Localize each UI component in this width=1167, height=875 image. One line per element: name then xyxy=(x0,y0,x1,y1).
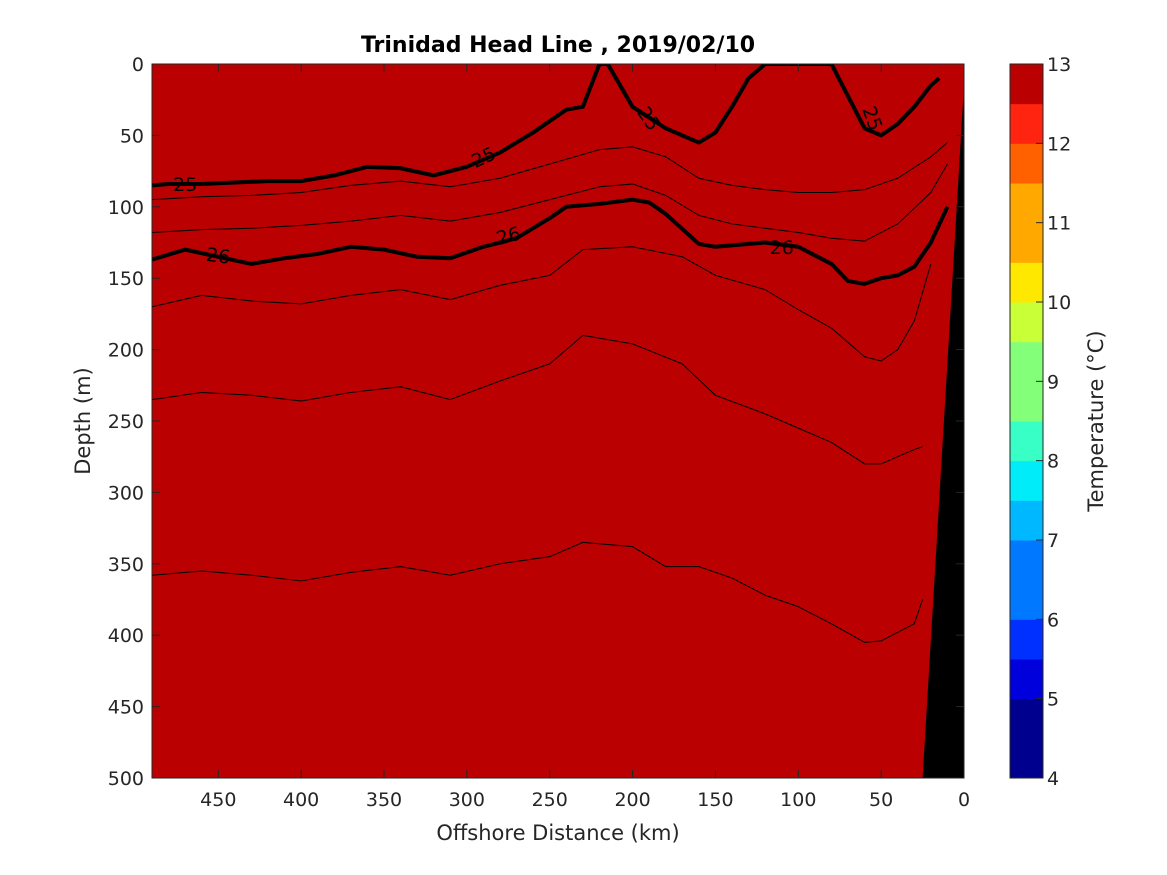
chart-title: Trinidad Head Line , 2019/02/10 xyxy=(361,33,755,58)
colorbar-tick-label: 13 xyxy=(1047,54,1071,76)
colorbar-tick-label: 8 xyxy=(1047,451,1059,473)
colorbar-swatch xyxy=(1010,262,1043,303)
colorbar-ticks: 4 5 6 7 8 9 10 11 12 13 xyxy=(1036,54,1071,790)
density-contour-thin xyxy=(152,246,932,362)
x-tick-label: 100 xyxy=(780,789,816,811)
seafloor-layer xyxy=(922,85,964,778)
density-contour-heavy xyxy=(152,197,950,286)
colorbar-swatch xyxy=(1010,500,1043,541)
contour-label: 26 xyxy=(205,244,232,269)
colorbar-swatch xyxy=(1010,540,1043,581)
x-tick-label: 200 xyxy=(614,789,650,811)
colorbar-swatch xyxy=(1010,64,1043,105)
y-tick-label: 350 xyxy=(108,554,144,576)
colorbar-tick-label: 6 xyxy=(1047,609,1059,631)
y-tick-label: 50 xyxy=(120,125,144,147)
y-tick-label: 0 xyxy=(132,54,144,76)
density-contour-thin xyxy=(152,142,948,201)
temperature-band xyxy=(152,64,964,778)
colorbar-swatch xyxy=(1010,579,1043,620)
density-contour-thin xyxy=(152,163,948,242)
y-axis-label: Depth (m) xyxy=(71,367,95,474)
y-tick-label: 100 xyxy=(108,197,144,219)
x-tick-label: 150 xyxy=(697,789,733,811)
y-tick-label: 200 xyxy=(108,340,144,362)
colorbar-swatch xyxy=(1010,143,1043,184)
colorbar-swatch xyxy=(1010,698,1043,739)
x-tick-label: 50 xyxy=(869,789,893,811)
y-tick-label: 300 xyxy=(108,482,144,504)
colorbar-tick-label: 7 xyxy=(1047,530,1059,552)
colorbar-tick-label: 12 xyxy=(1047,133,1071,155)
density-contour-thin xyxy=(152,334,923,465)
y-tick-label: 250 xyxy=(108,411,144,433)
colorbar-label: Temperature (°C) xyxy=(1084,330,1108,512)
colorbar-swatch xyxy=(1010,381,1043,422)
contour-label: 26 xyxy=(770,237,794,259)
x-tick-label: 300 xyxy=(449,789,485,811)
density-contour-heavy xyxy=(152,64,941,188)
y-tick-label: 500 xyxy=(108,768,144,790)
x-tick-label: 350 xyxy=(366,789,402,811)
colorbar-tick-label: 11 xyxy=(1047,213,1071,235)
colorbar-swatch xyxy=(1010,619,1043,660)
colorbar-tick-label: 5 xyxy=(1047,689,1059,711)
colorbar-swatch xyxy=(1010,738,1043,779)
y-tick-label: 400 xyxy=(108,625,144,647)
colorbar: 4 5 6 7 8 9 10 11 12 13 Temperature (°C) xyxy=(1009,54,1108,790)
x-axis-ticks: 450 400 350 300 250 200 150 100 50 0 xyxy=(200,64,970,811)
colorbar-swatches xyxy=(1010,64,1043,779)
x-axis-label: Offshore Distance (km) xyxy=(436,821,679,845)
colorbar-tick-label: 9 xyxy=(1047,371,1059,393)
seafloor-polygon xyxy=(922,85,964,778)
x-tick-label: 400 xyxy=(283,789,319,811)
colorbar-swatch xyxy=(1010,103,1043,144)
temperature-fill-layer xyxy=(152,64,964,778)
x-tick-label: 0 xyxy=(958,789,970,811)
contour-label: 25 xyxy=(173,174,197,196)
colorbar-swatch xyxy=(1010,341,1043,382)
colorbar-swatch xyxy=(1010,460,1043,501)
colorbar-tick-label: 4 xyxy=(1047,768,1059,790)
colorbar-swatch xyxy=(1010,183,1043,224)
density-contour-layer xyxy=(152,64,950,643)
colorbar-frame xyxy=(1009,63,1044,779)
x-tick-label: 250 xyxy=(532,789,568,811)
y-axis-ticks: 0 50 100 150 200 250 300 350 400 450 500 xyxy=(108,54,964,790)
y-tick-label: 450 xyxy=(108,697,144,719)
colorbar-tick-label: 10 xyxy=(1047,292,1071,314)
x-tick-label: 450 xyxy=(200,789,236,811)
colorbar-swatch xyxy=(1010,659,1043,700)
colorbar-swatch xyxy=(1010,302,1043,343)
y-tick-label: 150 xyxy=(108,268,144,290)
colorbar-swatch xyxy=(1010,222,1043,263)
density-contour-thin xyxy=(152,541,924,643)
colorbar-swatch xyxy=(1010,421,1043,462)
